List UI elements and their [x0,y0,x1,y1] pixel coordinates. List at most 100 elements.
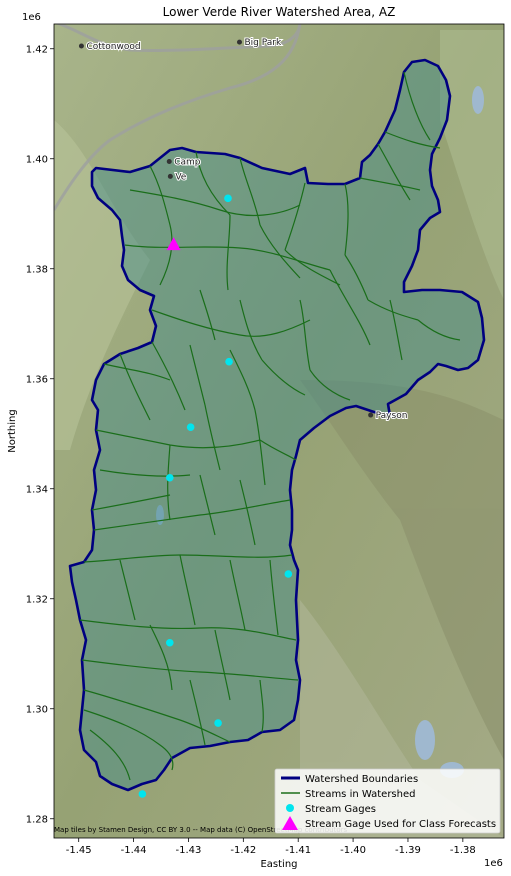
stream-line [259,679,264,733]
stream-line [359,177,421,191]
stream-gage-point [284,570,293,578]
place-label: Ve [175,172,186,182]
stream-line [299,299,311,371]
place-marker [368,412,374,418]
place-label: Payson [376,411,408,421]
legend-forecast-gage-swatch [282,816,298,830]
stream-line [149,165,171,226]
y-offset-label: 1e6 [22,12,41,23]
stream-line [269,559,279,636]
stream-line [151,309,311,337]
y-tick-label: 1.34 [26,484,48,495]
legend-label-streams: Streams in Watershed [305,789,415,800]
place-label: Cottonwood [86,42,140,52]
stream-line [259,439,297,461]
stream-line [103,363,171,381]
stream-line [417,319,461,341]
y-tick-label: 1.28 [26,814,48,825]
stream-line [91,494,171,511]
stream-line [239,157,261,226]
y-tick-label: 1.42 [26,44,48,55]
legend: Watershed Boundaries Streams in Watershe… [274,768,501,834]
stream-line [83,689,231,743]
stream-gage-point [224,194,232,203]
stream-line [119,353,151,421]
stream-line [254,409,266,486]
stream-line [129,189,301,217]
y-tick-label: 1.38 [26,264,48,275]
x-offset-label: 1e6 [484,858,503,869]
legend-box [274,768,501,834]
stream-line [179,554,196,626]
stream-line [99,469,191,477]
stream-line [403,71,431,141]
stream-gage-point [214,719,222,727]
stream-line [229,559,246,631]
y-tick-label: 1.40 [26,154,48,165]
stream-line [195,151,231,216]
stream-line [81,659,299,681]
places-layer: Cottonwood Big Park Camp Ve Payson [78,37,408,422]
map-attribution: Map tiles by Stamen Design, CC BY 3.0 --… [54,826,348,834]
stream-line [199,474,216,536]
x-tick-label: -1.40 [340,845,366,856]
place-marker [78,43,84,49]
stream-gage-point [225,357,233,366]
stream-line [214,629,231,701]
watershed-boundary [68,58,486,792]
legend-gage-swatch [286,804,294,812]
stream-line [239,479,256,546]
highways [54,24,302,211]
stream-line [89,729,131,781]
x-tick-label: -1.44 [121,845,147,856]
stream-line [93,499,291,531]
stream-gage-point [165,638,174,647]
x-tick-label: -1.43 [176,845,202,856]
stream-line [226,214,231,291]
x-tick-label: -1.45 [66,845,92,856]
stream-gage-point [165,473,174,482]
legend-label-gages: Stream Gages [305,804,376,815]
chart-title: Lower Verde River Watershed Area, AZ [163,5,396,19]
stream-line [167,444,171,521]
stream-line [83,709,174,771]
plot-area: Cottonwood Big Park Camp Ve Payson [54,24,504,838]
streams-layer [79,71,461,781]
stream-line [259,224,301,279]
stream-line [149,624,173,691]
stream-line [124,244,331,271]
stream-line [119,559,136,621]
y-axis-label: Northing [7,409,18,452]
stream-line [309,369,351,401]
stream-line [159,224,173,286]
place-marker [236,39,242,45]
y-tick-label: 1.36 [26,374,48,385]
gages-layer [138,194,293,798]
stream-line [284,249,341,286]
y-axis: 1.28 1.30 1.32 1.34 1.36 1.38 1.40 1.42 [26,44,54,825]
stream-line [239,299,263,361]
y-tick-label: 1.30 [26,704,48,715]
place-label: Camp [174,158,201,168]
stream-line [384,131,441,149]
forecast-gage-point [166,237,181,251]
stream-gage-point [138,790,147,798]
stream-line [189,344,206,406]
stream-gage-point [186,423,195,431]
place-marker [167,173,173,179]
x-tick-label: -1.39 [395,845,421,856]
place-label: Big Park [244,38,281,48]
stream-line [261,359,306,396]
axes-frame [53,23,505,839]
stream-line [377,143,411,201]
stream-line [79,619,297,641]
y-tick-label: 1.32 [26,594,48,605]
x-tick-label: -1.38 [450,845,476,856]
legend-label-forecast-gage: Stream Gage Used for Class Forecasts [305,819,496,830]
stream-line [151,341,186,411]
stream-line [344,183,349,256]
stream-line [329,269,371,346]
place-marker [166,159,172,164]
stream-line [204,404,221,471]
